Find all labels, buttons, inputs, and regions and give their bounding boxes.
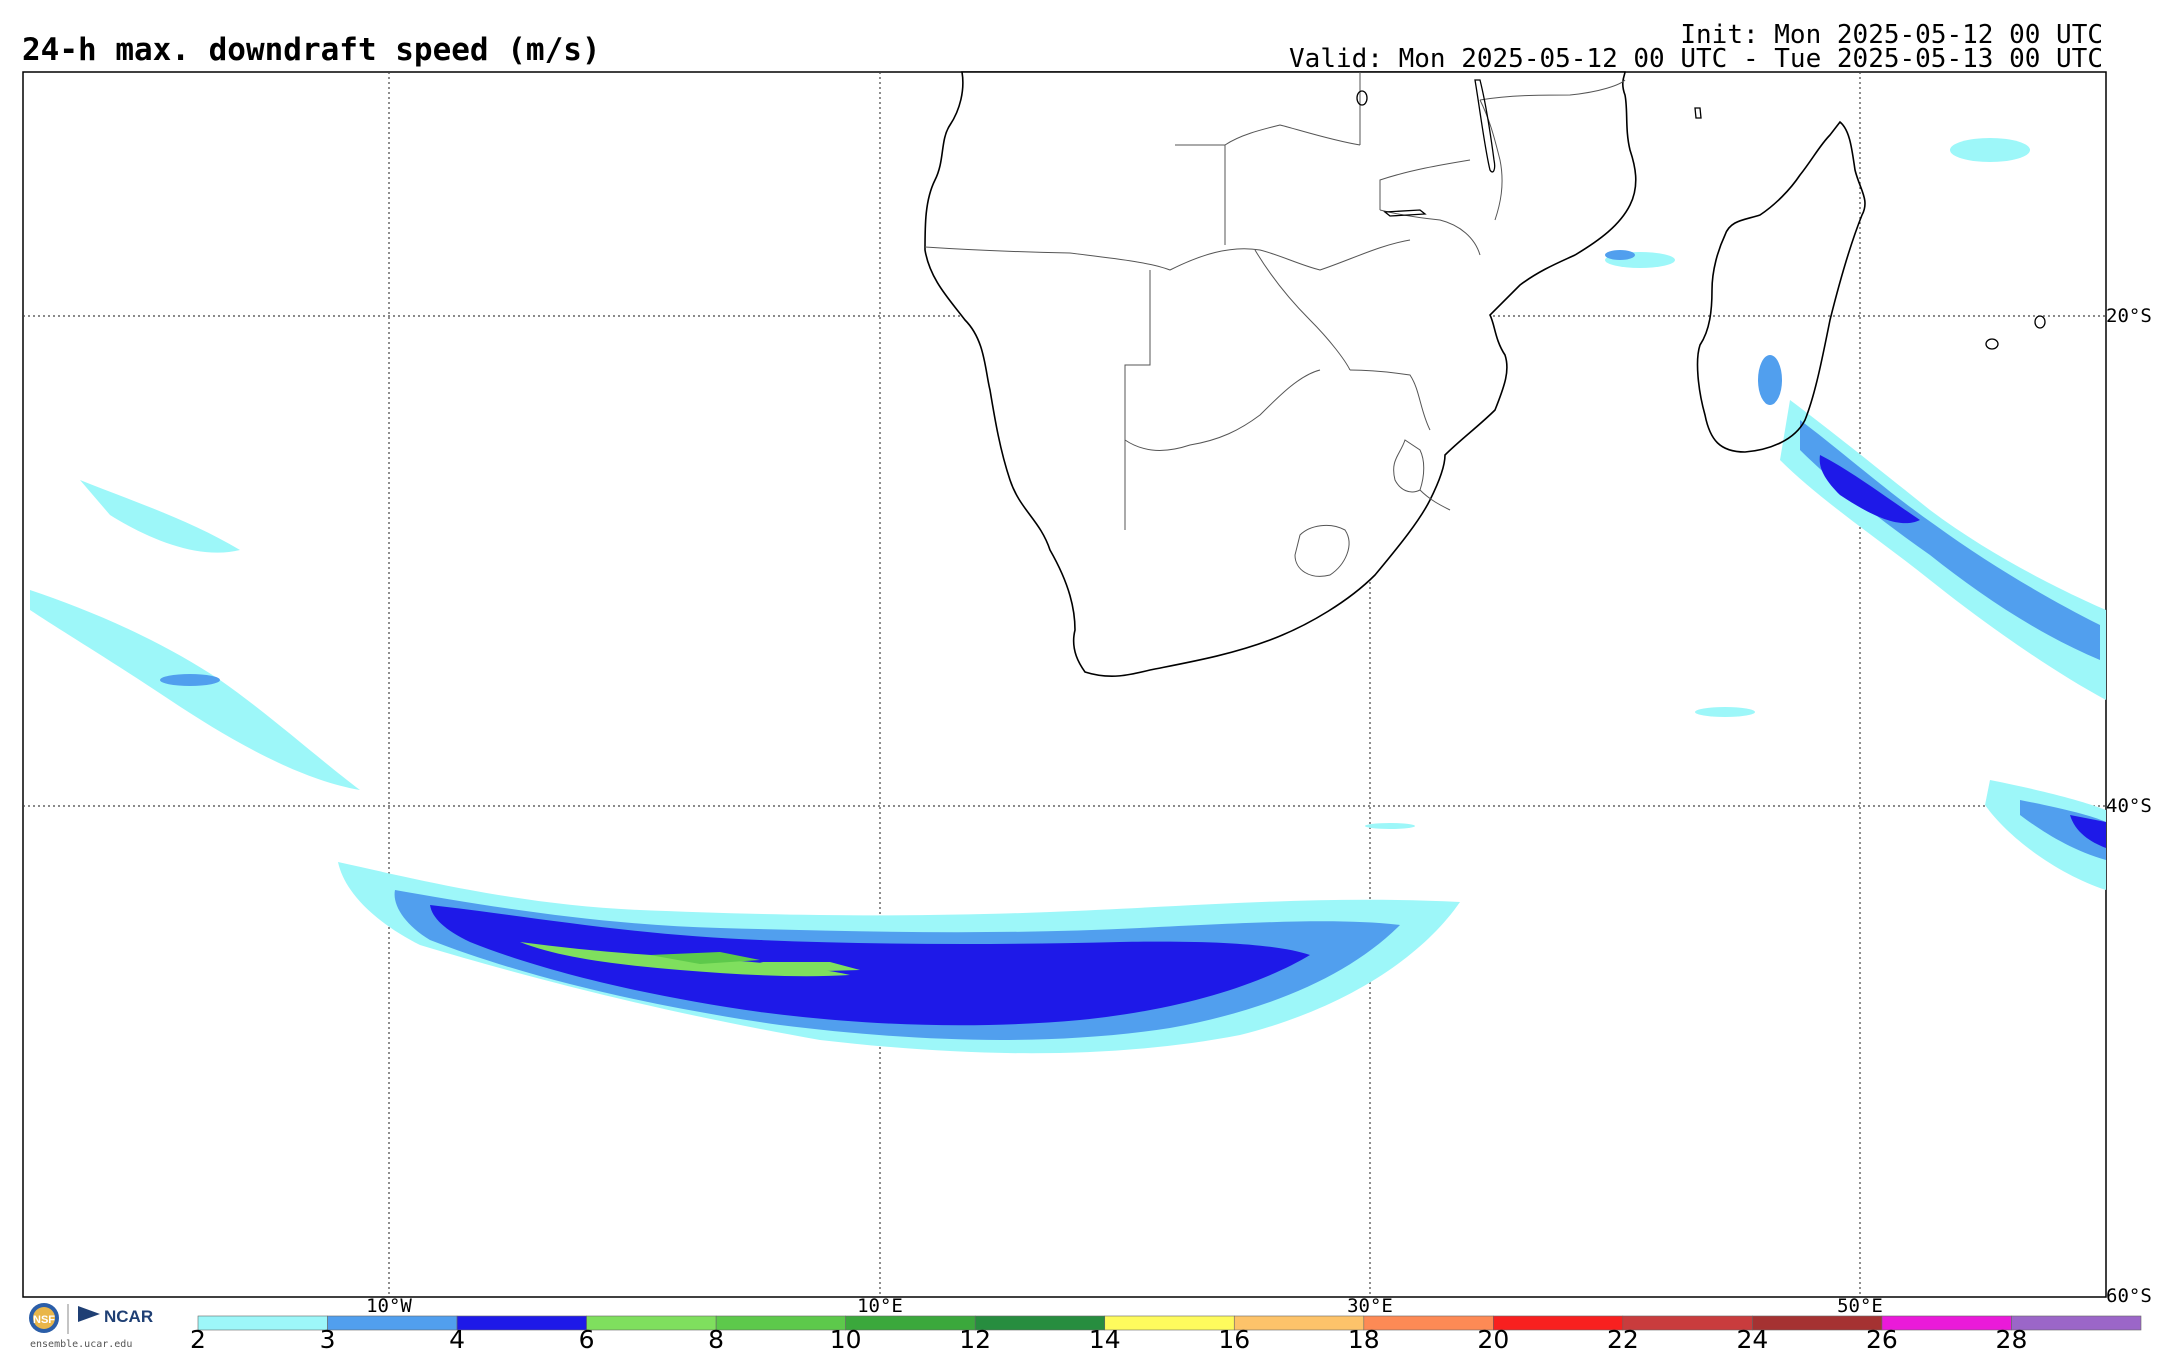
- colorbar-swatch: [1622, 1315, 1753, 1331]
- downdraft-speckles-west-mid: [160, 250, 1782, 686]
- nsf-ncar-logo: NSF: [22, 1300, 157, 1350]
- colorbar-swatch: [1233, 1315, 1365, 1331]
- init-time: Init: Mon 2025-05-12 00 UTC: [1680, 20, 2103, 50]
- lon-tick-label: 10°E: [857, 1295, 903, 1317]
- lat-tick-label: 40°S: [2106, 795, 2152, 817]
- colorbar-swatch: [197, 1315, 328, 1331]
- colorbar-tick-label: 26: [1866, 1325, 1898, 1354]
- lakes: [1356, 79, 2046, 350]
- colorbar-swatch: [2011, 1315, 2142, 1331]
- ncar-mark-icon: [78, 1306, 100, 1322]
- colorbar-swatch: [456, 1315, 587, 1331]
- lake-bangweulu: [1356, 90, 1368, 106]
- lon-tick-label: 30°E: [1347, 1295, 1393, 1317]
- colorbar-swatch: [974, 1315, 1106, 1331]
- colorbar-tick-label: 4: [449, 1325, 465, 1354]
- colorbar-tick-label: 6: [579, 1325, 595, 1354]
- lat-tick-label: 60°S: [2106, 1285, 2152, 1307]
- lake-malawi: [1474, 79, 1496, 173]
- lon-tick-label: 10°W: [366, 1295, 412, 1317]
- colorbar-tick-label: 18: [1348, 1325, 1380, 1354]
- colorbar-swatch: [1493, 1315, 1624, 1331]
- colorbar-tick-label: 28: [1996, 1325, 2028, 1354]
- colorbar: 2 3 4 6 8 10 12 14 16 18 20 22 24 26 28: [190, 1315, 2142, 1354]
- colorbar-tick-label: 22: [1607, 1325, 1639, 1354]
- colorbar-swatch: [1752, 1315, 1883, 1331]
- lat-tick-labels: 20°S 40°S 60°S: [2106, 305, 2152, 1307]
- colorbar-swatch: [845, 1315, 976, 1331]
- colorbar-swatch: [1363, 1315, 1494, 1331]
- colorbar-tick-label: 3: [320, 1325, 336, 1354]
- colorbar-tick-label: 14: [1089, 1325, 1121, 1354]
- lon-tick-labels: 10°W 10°E 30°E 50°E: [366, 1295, 1883, 1317]
- colorbar-swatch: [715, 1315, 846, 1331]
- lat-tick-label: 20°S: [2106, 305, 2152, 327]
- downdraft-speckles-west: [30, 138, 2030, 829]
- country-borders: [924, 72, 1626, 577]
- lake-kariba: [1383, 209, 1427, 217]
- colorbar-tick-label: 8: [708, 1325, 724, 1354]
- colorbar-swatch: [327, 1315, 458, 1331]
- colorbar-tick-label: 12: [959, 1325, 991, 1354]
- valid-time: Valid: Mon 2025-05-12 00 UTC - Tue 2025-…: [1289, 44, 2103, 74]
- mauritius-outline: [2034, 315, 2046, 329]
- colorbar-swatch: [1881, 1315, 2012, 1331]
- colorbar-tick-label: 24: [1736, 1325, 1768, 1354]
- colorbar-tick-label: 16: [1218, 1325, 1250, 1354]
- svg-text:NSF: NSF: [33, 1314, 55, 1326]
- ncar-logo-text: NCAR: [104, 1307, 154, 1326]
- reunion-outline: [1985, 338, 1999, 350]
- colorbar-swatch: [1104, 1315, 1235, 1331]
- logo-url: ensemble.ucar.edu: [30, 1339, 133, 1350]
- colorbar-tick-label: 10: [830, 1325, 862, 1354]
- colorbar-swatch: [586, 1315, 717, 1331]
- lon-tick-label: 50°E: [1837, 1295, 1883, 1317]
- madagascar-coastline: [1696, 120, 1866, 453]
- comoros-outline: [1694, 107, 1702, 119]
- downdraft-band-madagascar: [1780, 400, 2106, 890]
- colorbar-tick-label: 2: [190, 1325, 206, 1354]
- downdraft-band-south-atlantic: [338, 862, 1460, 1054]
- map-title: 24-h max. downdraft speed (m/s): [22, 32, 601, 68]
- colorbar-tick-label: 20: [1477, 1325, 1509, 1354]
- africa-coastline: [924, 71, 1637, 677]
